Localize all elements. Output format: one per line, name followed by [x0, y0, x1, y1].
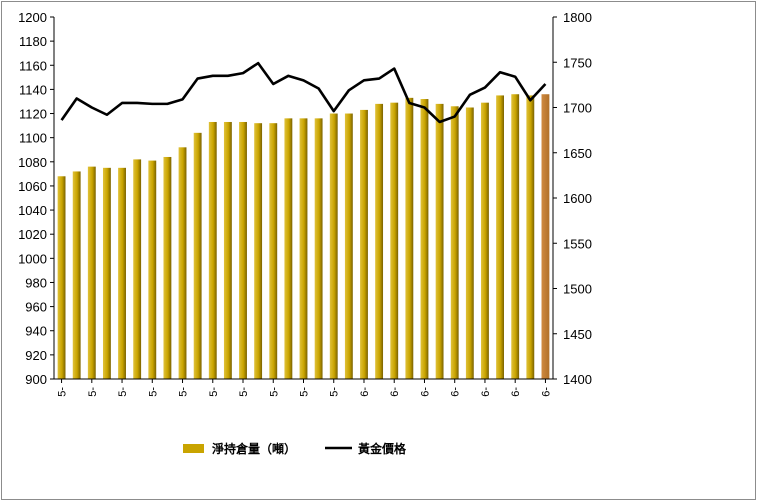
bar — [208, 121, 217, 379]
bar — [133, 159, 142, 379]
bar — [375, 103, 384, 379]
left-tick-label: 1120 — [19, 107, 47, 122]
left-tick-label: 1080 — [18, 155, 47, 170]
x-tick-label: 6- — [359, 387, 371, 397]
bar — [269, 123, 278, 379]
bar — [102, 167, 111, 379]
left-tick-label: 1140 — [19, 82, 47, 97]
x-tick-label: 5- — [178, 387, 190, 397]
bar — [420, 99, 429, 380]
price-line — [60, 61, 547, 124]
bar — [178, 147, 187, 379]
right-tick-label: 1550 — [563, 236, 592, 251]
left-tick-label: 1060 — [18, 179, 47, 194]
x-tick-label: 5- — [57, 387, 69, 397]
bar — [254, 123, 263, 379]
left-tick-label: 980 — [25, 275, 47, 290]
bar — [299, 118, 308, 380]
left-tick-label: 1200 — [18, 10, 47, 25]
x-tick-label: 5- — [299, 387, 311, 397]
left-tick-label: 1180 — [19, 34, 47, 49]
bar — [405, 97, 414, 379]
bar — [541, 94, 550, 379]
right-tick-label: 1800 — [563, 10, 592, 25]
bar — [118, 167, 126, 379]
x-tick-label: 6- — [540, 387, 552, 397]
bar — [526, 95, 535, 380]
bar — [223, 121, 232, 379]
left-tick-label: 1000 — [18, 251, 47, 266]
axes: 900 920 940 960 980 1000 1020 1040 1060 1080 1100 1… — [18, 10, 592, 397]
x-tick-label: 6- — [510, 387, 522, 397]
left-tick-label: 920 — [25, 348, 47, 363]
x-tick-label: 5- — [147, 387, 159, 397]
x-tick-label: 5- — [268, 387, 280, 397]
x-tick-label: 5- — [87, 387, 99, 397]
bar — [344, 113, 353, 379]
x-tick-label: 5- — [208, 387, 220, 397]
right-tick-label: 1750 — [563, 55, 592, 70]
bar — [360, 109, 368, 379]
right-tick-label: 1700 — [563, 101, 592, 116]
bar — [314, 118, 323, 380]
x-tick-label: 6- — [389, 387, 401, 397]
right-tick-label: 1400 — [563, 372, 592, 387]
legend-label-holdings: 淨持倉量（噸） — [211, 441, 296, 456]
bar — [511, 94, 520, 379]
bar-series — [57, 94, 550, 380]
left-tick-label: 1160 — [19, 58, 47, 73]
bar — [450, 106, 459, 379]
bar — [148, 160, 157, 379]
right-tick-label: 1500 — [563, 282, 592, 297]
bar — [87, 166, 96, 379]
legend: 淨持倉量（噸） 黃金價格 — [183, 441, 407, 456]
x-tick-label: 6- — [419, 387, 431, 397]
right-tick-label: 1650 — [563, 146, 592, 161]
left-tick-label: 940 — [25, 324, 47, 339]
right-tick-label: 1450 — [563, 327, 592, 342]
legend-label-price: 黃金價格 — [357, 441, 407, 456]
bar — [329, 113, 338, 379]
bar — [465, 107, 474, 379]
left-tick-label: 1040 — [18, 203, 47, 218]
x-tick-label: 6- — [480, 387, 492, 397]
bar — [239, 121, 247, 379]
bar — [163, 156, 172, 379]
x-tick-label: 6- — [450, 387, 462, 397]
bar — [193, 132, 202, 379]
legend-swatch-holdings — [183, 444, 204, 453]
right-tick-label: 1600 — [563, 191, 592, 206]
bar — [481, 102, 489, 380]
left-tick-label: 900 — [25, 372, 47, 387]
bar — [284, 118, 293, 380]
left-tick-label: 1100 — [19, 131, 47, 146]
left-tick-label: 1020 — [18, 227, 47, 242]
bar — [496, 95, 504, 380]
bar — [390, 102, 399, 380]
bar — [72, 171, 81, 379]
x-tick-label: 5- — [238, 387, 250, 397]
x-tick-label: 5- — [117, 387, 129, 397]
bar — [435, 103, 444, 379]
x-tick-label: 5- — [329, 387, 341, 397]
bar — [57, 176, 66, 379]
left-tick-label: 960 — [25, 300, 47, 315]
